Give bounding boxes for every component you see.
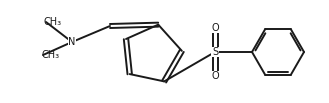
Text: N: N bbox=[68, 37, 76, 47]
Text: CH₃: CH₃ bbox=[41, 50, 59, 60]
Text: CH₃: CH₃ bbox=[44, 17, 62, 27]
Text: S: S bbox=[212, 47, 218, 57]
Text: O: O bbox=[211, 23, 219, 33]
Text: O: O bbox=[211, 71, 219, 81]
